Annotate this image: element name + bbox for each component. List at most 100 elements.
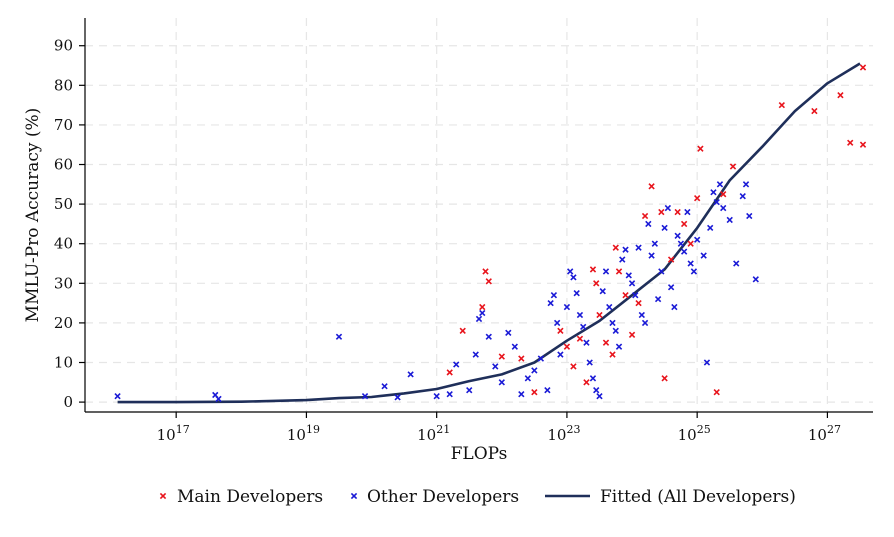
- main-developer-point: [557, 327, 564, 334]
- main-developer-point: [667, 256, 675, 263]
- other-developer-point: [492, 363, 499, 370]
- main-developer-point: [531, 389, 538, 396]
- main-developer-point: [459, 327, 466, 334]
- other-developer-point: [563, 303, 571, 311]
- x-tick-label: 1021: [417, 423, 450, 444]
- other-developer-point: [466, 387, 473, 394]
- other-developer-point: [661, 224, 668, 232]
- other-developer-point: [635, 244, 642, 251]
- main-developer-point: [482, 268, 489, 275]
- other-developer-point: [505, 329, 512, 336]
- y-axis-title: MMLU-Pro Accuracy (%): [23, 108, 43, 323]
- other-developer-point: [648, 252, 655, 259]
- main-developer-point: [648, 183, 655, 190]
- x-tick-base: 10: [417, 426, 436, 444]
- other-developer-point: [612, 327, 619, 334]
- y-tick-label: 30: [54, 274, 73, 292]
- other-developer-point: [537, 355, 545, 362]
- other-developer-point: [576, 311, 584, 319]
- main-developer-point: [602, 339, 610, 346]
- x-tick-label: 1025: [678, 423, 711, 444]
- legend-label-other-developers: Other Developers: [367, 487, 519, 507]
- other-developer-point: [713, 198, 720, 206]
- legend-item-main-developers: Main Developers: [159, 487, 323, 507]
- other-developer-point: [687, 260, 694, 267]
- other-developer-point: [524, 375, 532, 382]
- main-developer-point: [697, 145, 704, 152]
- other-developer-point: [570, 274, 577, 281]
- main-developer-point: [593, 280, 600, 287]
- other-developer-point: [664, 204, 672, 212]
- other-developer-point: [609, 319, 616, 327]
- main-developer-point: [674, 208, 681, 216]
- other-developer-point: [684, 208, 691, 216]
- main-developer-point: [641, 212, 649, 220]
- legend-marker-other-developers: [350, 492, 358, 500]
- other-developer-point: [707, 224, 714, 232]
- main-developer-point: [570, 363, 577, 370]
- other-developer-point: [586, 359, 593, 366]
- main-developer-point: [635, 299, 642, 307]
- other-developer-point: [752, 276, 759, 283]
- legend-cross: [159, 492, 167, 500]
- other-developer-point: [215, 395, 222, 403]
- other-developer-point: [446, 391, 453, 398]
- y-tick-label: 0: [63, 393, 73, 411]
- main-developer-point: [609, 351, 616, 358]
- x-tick-base: 10: [678, 426, 697, 444]
- other-developer-point: [335, 333, 343, 340]
- main-developer-point: [583, 379, 590, 386]
- x-tick-exponent: 17: [176, 423, 190, 436]
- y-tick-label: 80: [54, 76, 73, 94]
- legend: Main Developers Other Developers Fitted …: [159, 487, 796, 507]
- main-developer-point: [713, 389, 720, 396]
- main-developer-point: [576, 335, 584, 342]
- other-developer-point: [394, 394, 401, 401]
- other-developer-point: [381, 383, 388, 390]
- other-developer-point: [531, 367, 538, 374]
- main-developer-point: [837, 92, 844, 99]
- y-tick-label: 40: [54, 235, 73, 253]
- y-tick-label: 70: [54, 116, 73, 134]
- other-developer-point: [557, 351, 564, 358]
- fitted-curve: [117, 62, 861, 404]
- other-developer-point: [407, 371, 414, 378]
- other-developer-point: [622, 246, 629, 253]
- main-developer-point: [622, 292, 629, 299]
- other-developer-point: [658, 268, 665, 275]
- main-developer-point: [680, 220, 688, 228]
- other-developer-point: [700, 252, 707, 259]
- y-tick-label: 60: [54, 156, 73, 174]
- main-developer-point: [628, 331, 636, 338]
- other-developer-point: [518, 391, 525, 398]
- other-developer-point: [573, 290, 580, 297]
- other-developer-point: [651, 240, 659, 247]
- main-developer-point: [498, 353, 505, 360]
- x-tick-exponent: 19: [306, 423, 320, 436]
- legend-label-main-developers: Main Developers: [177, 487, 323, 507]
- main-developer-point: [720, 191, 727, 198]
- other-developer-point: [472, 351, 479, 358]
- x-tick-label: 1023: [547, 423, 580, 444]
- other-developer-point: [671, 303, 678, 311]
- other-developer-point: [544, 387, 551, 394]
- other-developer-point: [641, 319, 649, 327]
- main-developer-point: [479, 303, 486, 311]
- legend-cross: [350, 492, 358, 500]
- x-tick-label: 1019: [287, 423, 320, 444]
- other-developer-point: [693, 236, 701, 243]
- other-developer-point: [547, 299, 554, 307]
- x-tick-base: 10: [287, 426, 306, 444]
- x-tick-label: 1027: [808, 423, 841, 444]
- other-developer-point: [703, 359, 711, 366]
- legend-marker-main-developers: [159, 492, 167, 500]
- other-developer-point: [733, 260, 740, 267]
- other-developer-point: [742, 181, 750, 188]
- y-tick-label: 10: [54, 354, 73, 372]
- other-developer-point: [690, 268, 698, 275]
- scatter-points: [114, 64, 867, 403]
- main-developer-point: [589, 266, 597, 273]
- other-developer-point: [628, 280, 636, 287]
